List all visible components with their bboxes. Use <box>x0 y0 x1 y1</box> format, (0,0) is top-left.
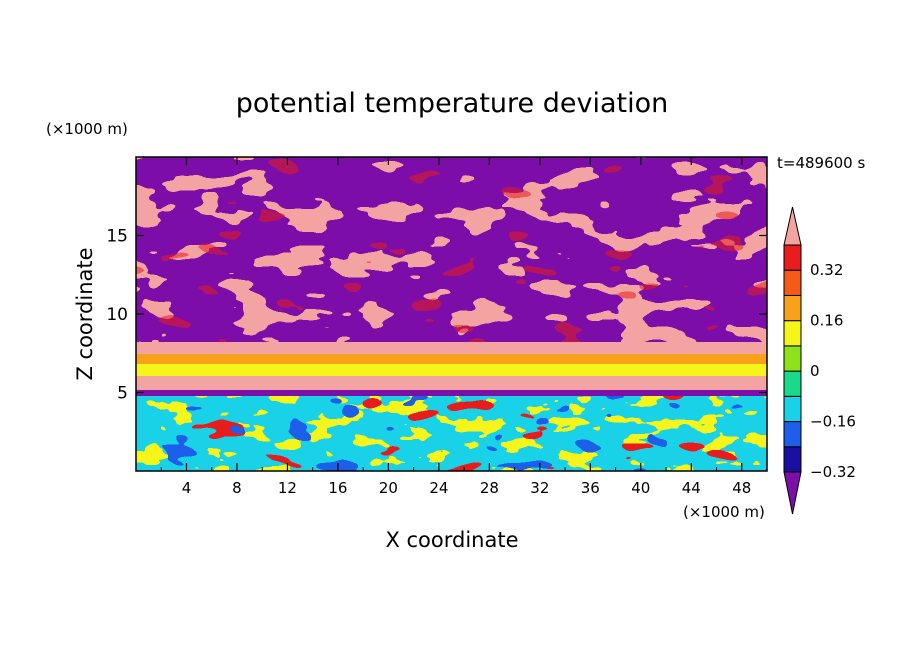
y-tick-label: 5 <box>117 384 128 404</box>
y-axis-label: Z coordinate <box>73 247 97 380</box>
colorbar-tick-label: 0.32 <box>810 261 843 279</box>
x-tick-label: 28 <box>480 479 499 497</box>
time-label: t=489600 s <box>777 154 865 172</box>
x-tick-label: 16 <box>328 479 347 497</box>
colorbar-tick-label: 0 <box>810 362 820 380</box>
lower-band-blue <box>136 396 767 471</box>
y-tick-label: 10 <box>106 305 128 325</box>
colorbar: 0.32 0.16 0 −0.16 −0.32 <box>783 206 856 515</box>
x-tick-label: 48 <box>732 479 751 497</box>
colorbar-box-4 <box>783 345 802 372</box>
colorbar-box-5 <box>783 320 802 347</box>
colorbar-box-6 <box>783 294 802 322</box>
x-tick-label: 24 <box>429 479 448 497</box>
y-tick-label: 15 <box>106 227 128 247</box>
stable-layer-base <box>136 390 767 396</box>
x-tick-label: 36 <box>581 479 600 497</box>
upper-band-contours <box>136 157 767 342</box>
stable-layer-yellow <box>136 354 767 364</box>
colorbar-tick-label: 0.16 <box>810 312 843 330</box>
colorbar-extend-high <box>783 206 802 246</box>
x-tick-label: 12 <box>278 479 297 497</box>
colorbar-tick-label: −0.16 <box>810 413 856 431</box>
colorbar-box-7 <box>783 269 802 296</box>
y-unit-label: (×1000 m) <box>46 120 128 138</box>
colorbar-tick-label: −0.32 <box>810 463 856 481</box>
stable-layer-top <box>136 342 767 354</box>
colorbar-box-8 <box>783 244 802 271</box>
x-axis-label: X coordinate <box>385 528 518 552</box>
colorbar-box-0 <box>783 446 802 473</box>
colorbar-box-1 <box>783 421 802 448</box>
stable-layer-core <box>136 364 767 376</box>
x-tick-label: 4 <box>182 479 192 497</box>
x-tick-label: 40 <box>631 479 650 497</box>
x-tick-label: 8 <box>232 479 242 497</box>
colorbar-box-2 <box>783 395 802 423</box>
chart-title: potential temperature deviation <box>236 88 668 119</box>
x-unit-label: (×1000 m) <box>683 503 765 521</box>
stable-layer-lower <box>136 376 767 394</box>
colorbar-box-3 <box>783 370 802 397</box>
colorbar-extend-low <box>783 471 802 515</box>
x-tick-label: 44 <box>682 479 701 497</box>
x-tick-label: 20 <box>379 479 398 497</box>
x-tick-label: 32 <box>530 479 549 497</box>
heatmap-field <box>136 157 767 471</box>
